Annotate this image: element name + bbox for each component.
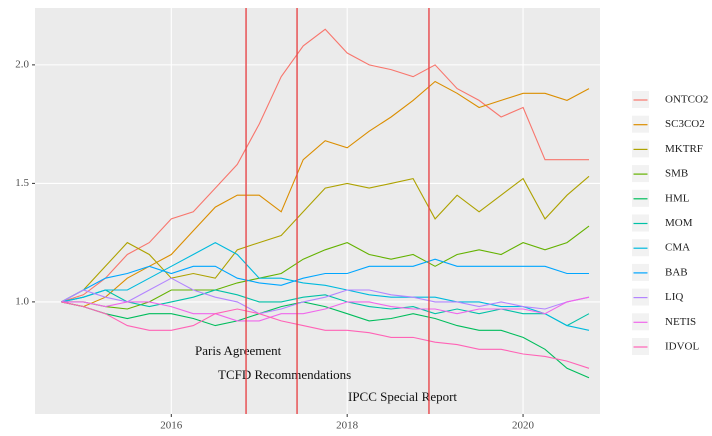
legend-label: HML xyxy=(665,192,690,204)
x-tick-label: 2020 xyxy=(512,420,535,432)
legend-label: NETIS xyxy=(665,316,696,328)
legend-label: CMA xyxy=(665,242,690,254)
series-line xyxy=(61,277,590,315)
legend-label: SC3CO2 xyxy=(665,118,705,130)
annotation: IPCC Special Report xyxy=(348,389,457,404)
series-line xyxy=(61,175,590,303)
x-tick-label: 2018 xyxy=(336,420,359,432)
legend-label: SMB xyxy=(665,168,688,180)
legend: ONTCO2 SC3CO2 MKTRF SMB HML MOM CMA BAB LIQ NETIS… xyxy=(632,91,708,355)
series-lines xyxy=(61,28,590,379)
y-tick-label: 1.5 xyxy=(15,177,29,189)
legend-label: BAB xyxy=(665,266,688,278)
series-line xyxy=(61,301,590,379)
series-line xyxy=(61,301,590,369)
annotation: TCFD Recommendations xyxy=(218,367,351,382)
grid xyxy=(35,8,600,414)
legend-label: LIQ xyxy=(665,291,683,303)
annotation: Paris Agreement xyxy=(195,343,282,358)
y-tick-label: 2.0 xyxy=(15,58,29,70)
series-line xyxy=(61,258,589,303)
series-line xyxy=(61,241,590,331)
series-line xyxy=(61,296,590,322)
legend-label: MKTRF xyxy=(665,143,703,155)
y-tick-label: 1.0 xyxy=(15,295,29,307)
panel xyxy=(35,8,600,414)
legend-label: MOM xyxy=(665,217,693,229)
legend-label: ONTCO2 xyxy=(665,94,708,106)
x-tick-label: 2016 xyxy=(160,420,183,432)
axes: 1.0 1.5 2.0 2016 2018 2020 xyxy=(15,58,534,431)
event-lines xyxy=(245,8,430,414)
legend-label: IDVOL xyxy=(665,341,699,353)
series-line xyxy=(61,28,589,303)
